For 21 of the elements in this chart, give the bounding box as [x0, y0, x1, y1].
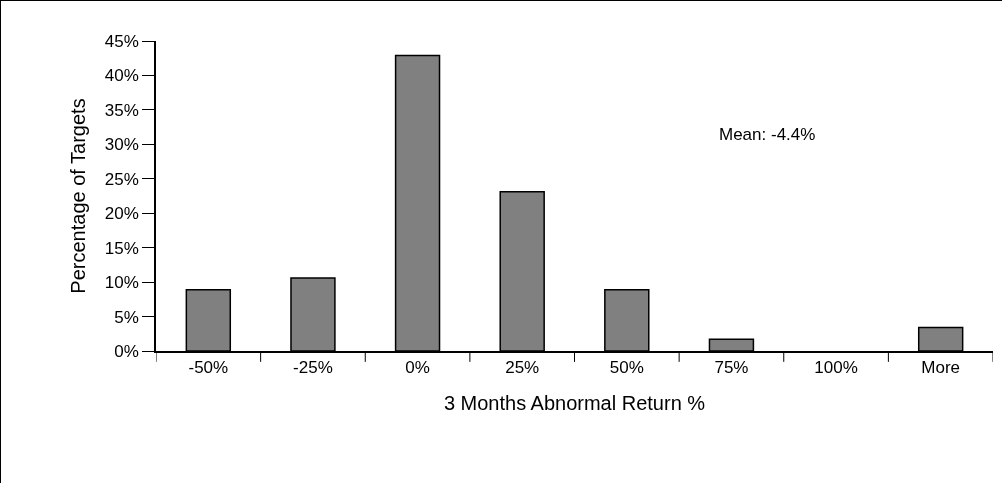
y-axis-title: Percentage of Targets: [66, 98, 89, 294]
y-tick-label: 20%: [104, 204, 139, 224]
y-tick-label: 0%: [114, 341, 139, 361]
y-tick-label: 10%: [104, 273, 139, 293]
y-tick-label: 15%: [104, 238, 139, 258]
x-axis-title: 3 Months Abnormal Return %: [443, 392, 706, 415]
x-tick-label: 25%: [505, 358, 540, 378]
y-tick-label: 35%: [104, 100, 139, 120]
x-tick-label: More: [921, 358, 961, 378]
y-tick-label: 30%: [104, 135, 139, 155]
y-tick-label: 45%: [104, 31, 139, 51]
x-tick-label: -25%: [293, 358, 333, 378]
x-tick-label: -50%: [188, 358, 229, 378]
y-tick-label: 25%: [104, 169, 139, 189]
y-tick-label: 5%: [114, 307, 139, 327]
x-tick-label: 100%: [814, 358, 858, 378]
x-tick-label: 50%: [609, 358, 644, 378]
x-tick-label: 75%: [714, 358, 749, 378]
annotation: Mean: -4.4%: [719, 125, 816, 144]
y-tick-label: 40%: [104, 66, 139, 86]
x-tick-label: 0%: [405, 358, 430, 378]
